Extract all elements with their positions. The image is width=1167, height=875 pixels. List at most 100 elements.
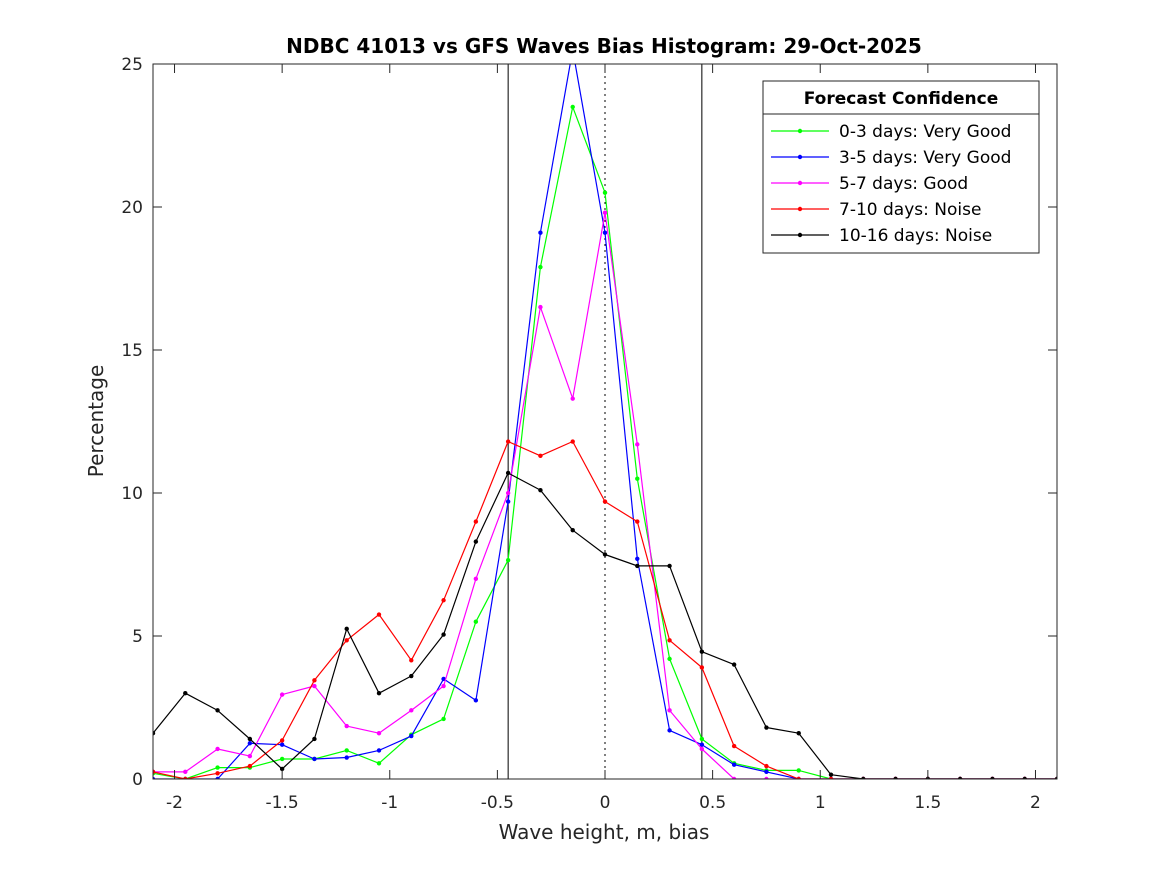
data-point [764, 769, 769, 775]
data-point [602, 499, 608, 504]
data-point [570, 104, 575, 110]
data-point [312, 683, 317, 689]
data-point [796, 768, 801, 773]
data-point [376, 761, 382, 766]
series-5 [153, 470, 1057, 779]
data-point [344, 748, 349, 753]
legend: Forecast Confidence 0-3 days: Very Good 3… [762, 80, 1040, 254]
y-tick-label: 10 [121, 484, 143, 504]
data-point [279, 742, 285, 747]
legend-item: 3-5 days: Very Good [771, 148, 1011, 168]
data-point [215, 776, 220, 779]
data-point [279, 766, 285, 772]
y-tick-labels: 0 5 10 15 20 25 [121, 55, 143, 790]
data-point [602, 552, 608, 557]
legend-item: 0-3 days: Very Good [771, 122, 1011, 142]
data-point [570, 439, 575, 444]
y-tick-label: 20 [121, 198, 143, 218]
legend-label: 5-7 days: Good [839, 174, 968, 194]
data-point [667, 563, 672, 569]
data-point [215, 708, 220, 713]
data-point [473, 576, 479, 581]
data-point [409, 673, 414, 679]
data-point [153, 769, 156, 775]
data-point [441, 632, 446, 637]
data-point [473, 519, 479, 524]
data-point [538, 304, 543, 310]
y-tick-label: 0 [132, 770, 143, 790]
legend-swatch-marker [797, 180, 803, 186]
data-point [699, 736, 705, 742]
data-point [505, 470, 511, 476]
data-point [376, 612, 382, 617]
y-tick-label: 15 [121, 341, 143, 361]
data-point [667, 638, 672, 643]
data-point [796, 776, 801, 779]
data-point [247, 736, 253, 742]
data-point [215, 746, 220, 752]
y-tick-label: 25 [121, 55, 143, 75]
data-point [828, 776, 834, 779]
legend-label: 7-10 days: Noise [839, 200, 981, 220]
data-point [667, 728, 672, 733]
data-point [409, 708, 414, 713]
data-point [764, 725, 769, 730]
data-point [957, 776, 963, 779]
data-point [699, 746, 705, 752]
data-point [473, 619, 479, 624]
data-point [376, 748, 382, 753]
legend-swatch-marker [797, 232, 803, 238]
data-point [699, 742, 705, 747]
legend-swatch-marker [797, 154, 803, 160]
data-point [861, 776, 866, 779]
data-point [893, 776, 898, 779]
x-tick-label: 0.5 [699, 793, 726, 813]
data-point [635, 563, 640, 569]
x-tick-label: 0 [600, 793, 611, 813]
legend-item: 10-16 days: Noise [771, 226, 992, 246]
x-tick-label: -0.5 [481, 793, 514, 813]
x-tick-label: -1 [381, 793, 398, 813]
data-point [505, 558, 511, 563]
x-tick-labels: -2 -1.5 -1 -0.5 0 0.5 1 1.5 2 [166, 793, 1041, 813]
data-point [990, 776, 995, 779]
data-point [538, 453, 543, 459]
data-point [635, 556, 640, 561]
x-tick-label: 1.5 [914, 793, 941, 813]
data-point [505, 439, 511, 444]
data-point [602, 230, 608, 235]
y-axis-label: Percentage [84, 365, 108, 478]
data-point [215, 771, 220, 776]
data-point [344, 638, 349, 643]
data-point [279, 756, 285, 762]
legend-item: 5-7 days: Good [771, 174, 968, 194]
data-point [409, 733, 414, 739]
x-tick-label: 2 [1030, 793, 1041, 813]
data-point [247, 763, 253, 769]
data-point [602, 210, 608, 215]
y-tick-label: 5 [132, 627, 143, 647]
data-point [376, 731, 382, 736]
data-point [1022, 776, 1027, 779]
legend-label: 0-3 days: Very Good [839, 122, 1011, 142]
data-point [538, 264, 543, 270]
legend-title: Forecast Confidence [804, 89, 999, 109]
data-point [764, 776, 769, 779]
data-point [344, 723, 349, 729]
data-point [183, 776, 188, 779]
data-point [505, 490, 511, 496]
data-point [699, 649, 705, 654]
data-point [1054, 776, 1057, 779]
data-point [505, 499, 511, 504]
axis-ticks [153, 63, 1057, 780]
data-point [409, 658, 414, 663]
data-point [183, 769, 188, 775]
data-point [635, 519, 640, 524]
legend-swatch-marker [797, 128, 803, 134]
data-point [344, 626, 349, 632]
legend-label: 3-5 days: Very Good [839, 148, 1011, 168]
legend-swatch-marker [797, 206, 803, 212]
data-point [376, 691, 382, 696]
data-point [635, 476, 640, 481]
data-point [183, 691, 188, 696]
